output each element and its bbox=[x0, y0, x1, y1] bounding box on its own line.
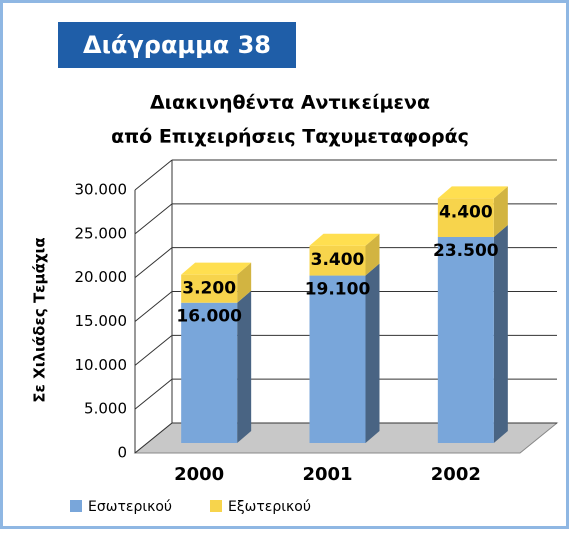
bar-side bbox=[237, 262, 252, 303]
chart-title: από Επιχειρήσεις Ταχυμεταφοράς bbox=[111, 126, 469, 148]
y-tick-label: 10.000 bbox=[75, 356, 128, 374]
y-tick-label: 15.000 bbox=[75, 312, 128, 330]
value-label: 4.400 bbox=[439, 202, 493, 222]
x-tick-label: 2000 bbox=[174, 464, 224, 485]
chart-title: Διακινηθέντα Αντικείμενα bbox=[150, 92, 430, 114]
header-band bbox=[58, 22, 296, 68]
y-tick-label: 30.000 bbox=[75, 181, 128, 199]
bar bbox=[309, 245, 366, 276]
bar-side bbox=[493, 186, 508, 237]
y-tick-label: 20.000 bbox=[75, 268, 128, 286]
bar-side bbox=[237, 290, 252, 443]
value-label: 3.200 bbox=[182, 279, 236, 299]
bar bbox=[437, 236, 494, 443]
y-tick-label: 0 bbox=[117, 444, 127, 462]
legend-label: Εσωτερικού bbox=[88, 499, 172, 515]
value-label: 16.000 bbox=[176, 307, 242, 327]
value-label: 23.500 bbox=[433, 241, 499, 261]
x-tick-label: 2002 bbox=[431, 464, 481, 485]
y-axis-label: Σε Χιλιάδες Τεμάχια bbox=[31, 237, 49, 402]
value-label: 19.100 bbox=[305, 280, 371, 300]
bar bbox=[181, 274, 238, 303]
grid-line bbox=[134, 422, 173, 454]
bar-top bbox=[181, 262, 252, 275]
grid-line bbox=[134, 203, 173, 235]
grid-line bbox=[134, 334, 173, 366]
legend-label: Εξωτερικού bbox=[228, 499, 311, 515]
grid-line bbox=[134, 291, 173, 322]
bar-side bbox=[365, 263, 380, 443]
bar bbox=[309, 275, 366, 443]
legend-swatch bbox=[70, 500, 82, 512]
value-label: 3.400 bbox=[311, 250, 365, 270]
bar bbox=[181, 302, 238, 443]
legend-swatch bbox=[210, 500, 222, 512]
y-tick-label: 5.000 bbox=[84, 400, 127, 418]
y-tick-label: 25.000 bbox=[75, 224, 128, 242]
header: Διάγραμμα 38 bbox=[83, 31, 271, 59]
x-tick-label: 2001 bbox=[302, 464, 352, 485]
bar-top bbox=[437, 186, 508, 199]
grid-line bbox=[134, 247, 173, 279]
grid-line bbox=[134, 378, 173, 410]
bar-side bbox=[493, 224, 508, 443]
bar bbox=[437, 198, 494, 237]
grid-line bbox=[134, 159, 173, 191]
bar-side bbox=[365, 233, 380, 276]
bar-top bbox=[309, 233, 380, 246]
